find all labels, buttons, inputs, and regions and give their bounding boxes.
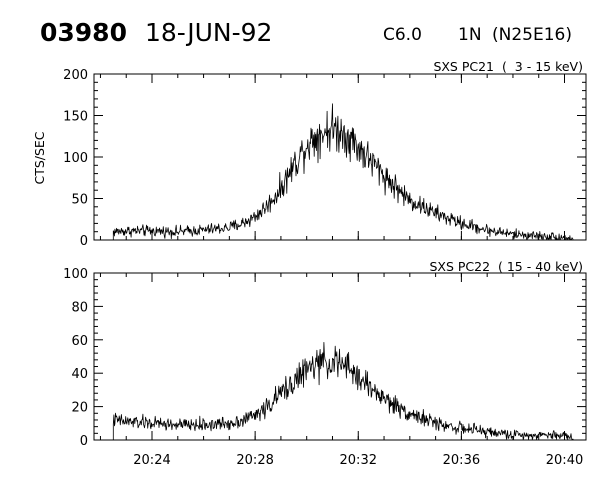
y-axis-label: CTS/SEC [32,131,47,184]
x-tick-label: 20:32 [340,453,377,468]
optical-class: 1N [458,25,482,45]
y-tick-label: 200 [63,68,88,83]
event-date: 18-JUN-92 [145,18,272,47]
x-tick-label: 20:24 [133,453,170,468]
y-tick-label: 150 [63,110,88,125]
plot-frame [93,73,587,241]
flare-location: (N25E16) [492,25,572,45]
count-rate-series-line [112,103,574,241]
y-tick-label: 20 [71,401,88,416]
y-tick-label: 80 [71,300,88,315]
bottom-panel-pc22: SXS PC22 ( 15 - 40 keV) 0 20 40 60 80 100 20:2… [63,259,587,468]
top-panel-pc21: SXS PC21 ( 3 - 15 keV) CTS/SEC 0 50 100 150… [32,59,587,249]
x-tick-label: 20:28 [236,453,273,468]
y-tick-label: 100 [63,151,88,166]
panel-title: SXS PC22 ( 15 - 40 keV) [429,259,583,274]
y-tick-label: 50 [71,193,88,208]
plot-frame [93,272,587,441]
y-tick-label: 100 [63,267,88,282]
x-tick-label: 20:40 [546,453,583,468]
event-number: 03980 [40,18,127,47]
y-tick-label: 40 [71,367,88,382]
y-tick-label: 0 [80,234,88,249]
panel-title: SXS PC21 ( 3 - 15 keV) [433,59,583,74]
count-rate-series-line [112,342,574,440]
y-tick-label: 0 [80,434,88,449]
y-tick-label: 60 [71,334,88,349]
flare-class: C6.0 [383,25,422,45]
x-tick-label: 20:36 [443,453,480,468]
